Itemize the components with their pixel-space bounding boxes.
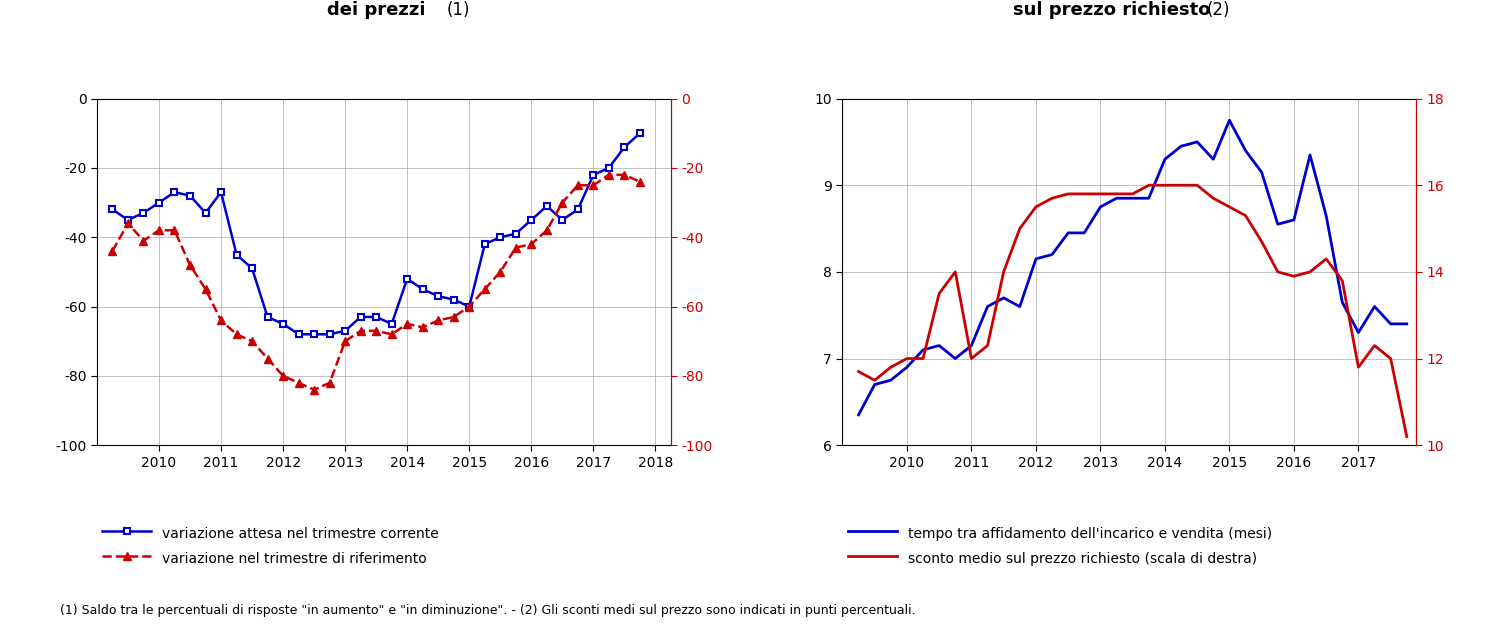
Text: sul prezzo richiesto: sul prezzo richiesto <box>1012 1 1211 19</box>
Text: (2): (2) <box>1208 1 1230 19</box>
Text: dei prezzi: dei prezzi <box>327 1 426 19</box>
Legend: tempo tra affidamento dell'incarico e vendita (mesi), sconto medio sul prezzo ri: tempo tra affidamento dell'incarico e ve… <box>842 519 1278 572</box>
Text: (1) Saldo tra le percentuali di risposte "in aumento" e "in diminuzione". - (2) : (1) Saldo tra le percentuali di risposte… <box>60 604 915 617</box>
Text: (1): (1) <box>447 1 470 19</box>
Legend: variazione attesa nel trimestre corrente, variazione nel trimestre di riferiment: variazione attesa nel trimestre corrente… <box>97 519 444 572</box>
